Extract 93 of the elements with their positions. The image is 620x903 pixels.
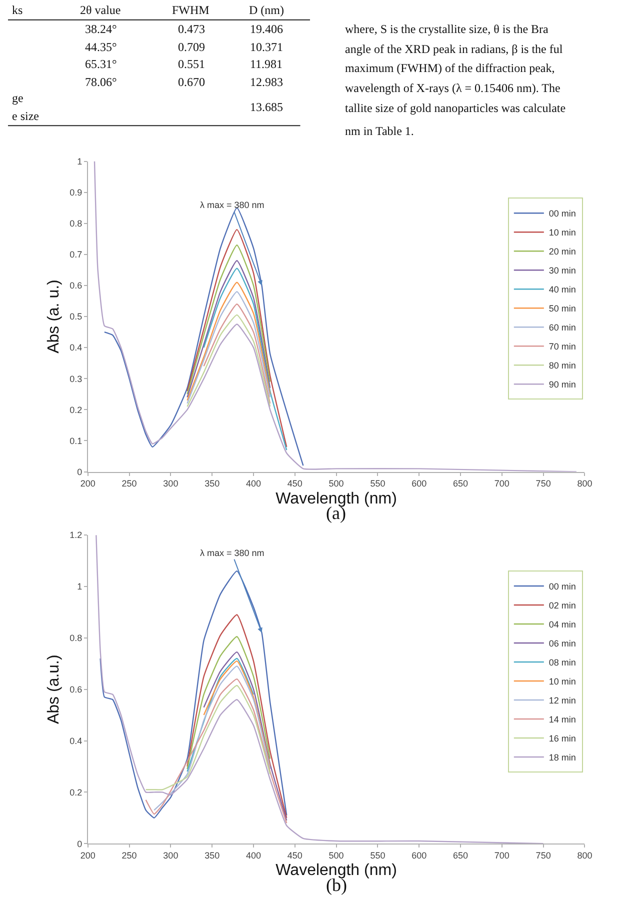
x-tick-label: 450 bbox=[287, 850, 302, 860]
y-tick-label: 0.6 bbox=[70, 280, 82, 291]
x-tick-label: 400 bbox=[246, 850, 262, 860]
text: 13.685 bbox=[250, 100, 283, 114]
text: 10.371 bbox=[250, 40, 283, 54]
legend-label: 30 min bbox=[548, 266, 576, 276]
y-tick-label: 0.9 bbox=[70, 187, 82, 198]
x-tick-label: 800 bbox=[577, 478, 592, 489]
legend-label: 02 min bbox=[548, 600, 576, 610]
text: 19.406 bbox=[250, 22, 283, 36]
text: 0.551 bbox=[178, 57, 205, 71]
x-tick-label: 550 bbox=[370, 478, 386, 489]
x-tick-label: 250 bbox=[122, 850, 137, 860]
x-tick-label: 650 bbox=[453, 478, 468, 489]
x-tick-label: 750 bbox=[536, 850, 551, 860]
x-tick-label: 650 bbox=[453, 850, 468, 860]
text: 12.983 bbox=[250, 75, 283, 89]
text: wavelength of X-rays (λ = 0.15406 nm). The bbox=[345, 81, 560, 95]
legend-label: 04 min bbox=[548, 619, 576, 630]
legend-label: 00 min bbox=[548, 208, 576, 219]
text: maximum (FWHM) of the diffraction peak, bbox=[345, 61, 555, 75]
y-tick-label: 0.4 bbox=[70, 736, 82, 746]
legend-label: 12 min bbox=[548, 695, 576, 706]
text: 0.709 bbox=[178, 40, 205, 54]
legend-label: 40 min bbox=[548, 284, 576, 295]
text: 11.981 bbox=[250, 57, 283, 71]
legend-label: 06 min bbox=[548, 638, 576, 648]
legend-label: 60 min bbox=[548, 322, 576, 333]
text: FWHM bbox=[172, 3, 210, 17]
y-tick-label: 0.2 bbox=[70, 787, 82, 798]
annotation: λ max = 380 nm bbox=[200, 548, 264, 558]
x-tick-label: 300 bbox=[163, 850, 178, 860]
text: tallite size of gold nanoparticles was calculate bbox=[345, 101, 566, 115]
text: nm in Table 1. bbox=[345, 124, 414, 138]
text: ks bbox=[12, 3, 23, 17]
y-tick-label: 0.6 bbox=[70, 684, 82, 694]
y-tick-label: 0.2 bbox=[70, 404, 82, 415]
text: 2θ value bbox=[80, 3, 121, 17]
y-tick-label: 0.8 bbox=[70, 218, 82, 228]
legend-label: 20 min bbox=[548, 246, 576, 257]
legend-label: 16 min bbox=[548, 733, 576, 744]
x-tick-label: 800 bbox=[577, 850, 592, 860]
y-tick-label: 1 bbox=[77, 156, 82, 166]
x-tick-label: 600 bbox=[412, 478, 427, 489]
legend-label: 70 min bbox=[548, 342, 576, 352]
x-tick-label: 550 bbox=[370, 850, 386, 860]
y-tick-label: 0.5 bbox=[70, 312, 82, 322]
x-tick-label: 700 bbox=[494, 850, 510, 860]
x-tick-label: 700 bbox=[494, 478, 510, 489]
legend-label: 90 min bbox=[548, 380, 576, 390]
legend-label: 80 min bbox=[548, 360, 576, 371]
y-tick-label: 1.2 bbox=[70, 530, 82, 540]
x-tick-label: 200 bbox=[80, 478, 96, 489]
y-tick-label: 0.8 bbox=[70, 633, 82, 644]
x-tick-label: 200 bbox=[80, 850, 96, 860]
legend-label: 10 min bbox=[548, 676, 576, 686]
text: 78.06° bbox=[85, 75, 117, 89]
x-tick-label: 600 bbox=[412, 850, 427, 860]
text: angle of the XRD peak in radians, β is the ful bbox=[345, 42, 564, 56]
y-axis-title: Abs (a.u.) bbox=[45, 654, 62, 724]
y-tick-label: 0.3 bbox=[70, 374, 82, 384]
text: ge bbox=[12, 91, 24, 105]
x-tick-label: 750 bbox=[536, 478, 551, 489]
text: 0.473 bbox=[178, 22, 205, 36]
annotation: λ max = 380 nm bbox=[200, 200, 264, 210]
legend-label: 00 min bbox=[548, 581, 576, 592]
x-tick-label: 450 bbox=[287, 478, 302, 489]
x-tick-label: 250 bbox=[122, 478, 137, 489]
x-tick-label: 500 bbox=[328, 478, 344, 489]
text: e size bbox=[12, 109, 39, 123]
x-tick-label: 300 bbox=[163, 478, 178, 489]
legend-label: 08 min bbox=[548, 657, 576, 668]
text: where, S is the crystallite size, θ is the Bra bbox=[345, 22, 550, 36]
legend-label: 14 min bbox=[548, 714, 576, 724]
y-tick-label: 0 bbox=[77, 838, 82, 849]
y-axis-title: Abs (a. u.) bbox=[45, 280, 62, 354]
legend-label: 10 min bbox=[548, 228, 576, 238]
text: D (nm) bbox=[249, 3, 284, 17]
x-tick-label: 500 bbox=[328, 850, 344, 860]
text: 38.24° bbox=[85, 22, 117, 36]
y-tick-label: 0.4 bbox=[70, 342, 82, 353]
y-tick-label: 1 bbox=[77, 582, 82, 592]
text: 0.670 bbox=[178, 75, 205, 89]
x-tick-label: 400 bbox=[246, 478, 262, 489]
x-tick-label: 350 bbox=[204, 850, 220, 860]
x-tick-label: 350 bbox=[204, 478, 220, 489]
text: 65.31° bbox=[85, 57, 117, 71]
legend-label: 18 min bbox=[548, 752, 576, 762]
y-tick-label: 0.7 bbox=[70, 250, 82, 260]
y-tick-label: 0 bbox=[77, 466, 82, 477]
legend-label: 50 min bbox=[548, 304, 576, 314]
text: 44.35° bbox=[85, 40, 117, 54]
y-tick-label: 0.1 bbox=[70, 436, 82, 446]
